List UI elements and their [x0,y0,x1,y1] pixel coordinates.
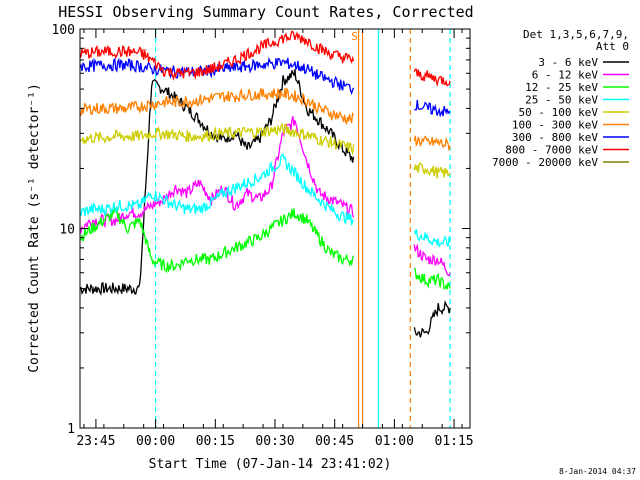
series-line-3 [79,205,355,274]
legend-label: 7000 - 20000 keV [492,156,598,169]
series-line-5 [413,162,451,179]
legend-label: 50 - 100 keV [519,106,599,119]
series-line-2 [413,243,451,277]
y-tick-label: 10 [59,223,75,238]
y-axis-label: Corrected Count Rate (s⁻¹ detector⁻¹) [27,83,42,373]
series-line-3 [413,267,451,290]
x-axis-label: Start Time (07-Jan-14 23:41:02) [149,457,392,472]
chart-title: HESSI Observing Summary Count Rates, Cor… [58,3,473,21]
legend-label: 12 - 25 keV [525,81,598,94]
series-line-4 [79,153,355,226]
series-line-4 [413,229,451,248]
flag-label: F [140,47,147,60]
x-tick-label: 00:30 [255,434,294,449]
series-line-8 [413,68,451,87]
series-line-5 [79,123,355,156]
legend-label: 25 - 50 keV [525,94,598,107]
x-axis: 23:45 00:00 00:15 00:30 00:45 01:00 01:15 [76,29,474,449]
legend-header-line-1: Det 1,3,5,6,7,9, [523,28,629,41]
legend-header-line-2: Att 0 [596,40,629,53]
y-axis: 1 10 100 [52,23,470,437]
x-tick-label: 00:00 [136,434,175,449]
legend-label: 6 - 12 keV [532,69,599,82]
y-tick-label: 1 [67,422,75,437]
x-tick-label: 00:45 [315,434,354,449]
series-line-7 [79,56,355,96]
series-line-1 [413,300,451,338]
legend-label: 3 - 6 keV [538,56,598,69]
render-timestamp: 8-Jan-2014 04:37 [559,467,636,476]
legend-label: 800 - 7000 keV [505,144,598,157]
series-layer [79,30,451,338]
x-tick-label: 01:15 [435,434,474,449]
x-tick-label: 01:00 [375,434,414,449]
x-tick-label: 00:15 [196,434,235,449]
series-line-7 [414,99,451,118]
x-tick-label: 23:45 [76,434,115,449]
flag-labels: SF [140,30,358,60]
plot-frame [79,28,471,429]
flag-label: S [351,30,358,43]
vertical-markers [155,29,451,428]
legend-label: 300 - 800 keV [512,131,598,144]
series-line-8 [79,30,355,81]
y-tick-label: 100 [52,23,75,38]
legend-label: 100 - 300 keV [512,119,598,132]
series-line-6 [79,86,355,126]
series-line-6 [413,135,451,151]
